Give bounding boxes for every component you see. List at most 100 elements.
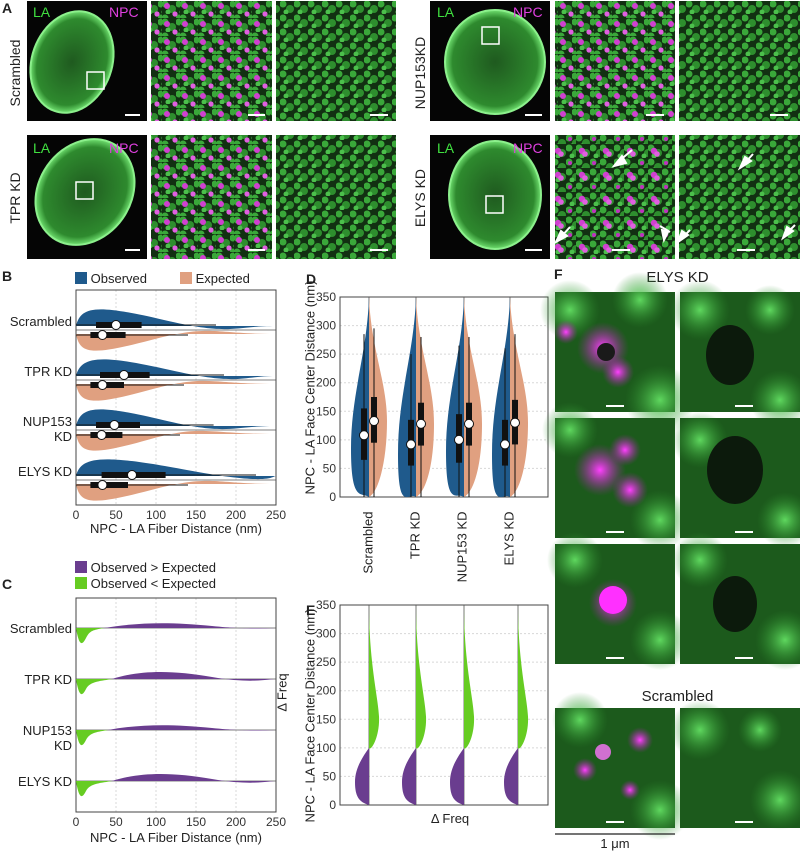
legend-expected-swatch: [180, 272, 192, 284]
panel-label-d: D: [306, 271, 317, 287]
panel-e-plot: 0 50 100 150 200 250 300 350: [316, 598, 549, 812]
panel-b-xlabel: NPC - LA Fiber Distance (nm): [90, 521, 262, 536]
area-observed-less: [76, 628, 104, 644]
violin-expected: [76, 330, 276, 351]
legend-expected-label: Expected: [195, 271, 250, 286]
legend-obs-less-swatch: [75, 577, 87, 589]
x-tick-label: 200: [226, 508, 246, 522]
panel-c-cat-1: TPR KD: [24, 672, 72, 687]
area-observed-less: [464, 605, 475, 749]
median-marker: [97, 480, 108, 490]
x-tick-label: 100: [146, 815, 166, 829]
legend-obs-less-label: Observed < Expected: [90, 576, 217, 591]
median-marker: [406, 439, 416, 450]
panel-c-xlabel: NPC - LA Fiber Distance (nm): [90, 830, 262, 845]
y-tick-label: 300: [316, 319, 336, 333]
area-observed-less: [76, 730, 108, 746]
panel-b-cat-3: ELYS KD: [18, 464, 72, 479]
plot-frame: [75, 289, 277, 506]
panel-label-a: A: [2, 0, 13, 16]
violin-expected: [76, 430, 276, 451]
median-marker: [109, 420, 120, 430]
x-tick-label: 0: [73, 508, 80, 522]
area-observed-less: [369, 605, 380, 749]
y-tick-label: 0: [329, 490, 336, 504]
panel-b-cat-2: NUP153 KD: [22, 414, 72, 444]
legend-observed-label: Observed: [90, 271, 147, 286]
median-marker: [510, 417, 520, 428]
legend-obs-greater: Observed > Expected: [75, 560, 216, 575]
area-observed-greater: [112, 671, 276, 681]
area-observed-greater: [104, 623, 276, 629]
panel-f-scalebar-label: 1 μm: [600, 836, 630, 851]
plot-frame: [339, 296, 549, 498]
median-marker: [369, 416, 379, 426]
panel-label-c: C: [2, 576, 13, 592]
panel-b-plot: 0 50 100 150 200 250: [73, 289, 286, 522]
panel-e-xlabel: Δ Freq: [430, 811, 470, 826]
y-tick-label: 50: [323, 769, 337, 783]
y-tick-label: 250: [316, 655, 336, 669]
npc-tag-3: NPC: [513, 4, 543, 20]
area-observed-greater: [450, 747, 464, 805]
y-tick-label: 50: [323, 461, 337, 475]
y-tick-label: 200: [316, 376, 336, 390]
area-observed-less: [76, 781, 112, 797]
y-tick-label: 150: [316, 404, 336, 418]
x-tick-label: 100: [146, 508, 166, 522]
median-marker: [127, 470, 137, 480]
box: [90, 332, 126, 338]
npc-tag-4: NPC: [513, 140, 543, 156]
y-tick-label: 0: [329, 798, 336, 812]
legend-observed-swatch: [75, 272, 87, 284]
median-marker: [500, 439, 510, 450]
x-tick-label: 150: [186, 508, 206, 522]
x-tick-label: 250: [266, 815, 286, 829]
box: [90, 482, 128, 488]
panel-c-cat-3: ELYS KD: [18, 774, 72, 789]
area-observed-less: [76, 679, 112, 695]
median-marker: [111, 320, 121, 330]
y-tick-label: 200: [316, 684, 336, 698]
panel-d-plot: 0 50 100 150 200 250 300 350: [316, 290, 549, 504]
y-tick-label: 350: [316, 598, 336, 612]
y-tick-label: 250: [316, 347, 336, 361]
panel-label-b: B: [2, 268, 13, 284]
panel-label-f: F: [554, 266, 563, 282]
x-tick-label: 150: [186, 815, 206, 829]
median-marker: [359, 430, 369, 441]
panel-b-cat-1: TPR KD: [24, 364, 72, 379]
y-tick-label: 300: [316, 627, 336, 641]
y-tick-label: 150: [316, 712, 336, 726]
panel-c-plot: 0 50 100 150 200 250: [73, 597, 286, 829]
plot-frame: [339, 604, 549, 806]
la-tag-4: LA: [437, 140, 455, 156]
area-observed-greater: [504, 747, 518, 805]
area-observed-less: [518, 605, 529, 749]
y-tick-label: 100: [316, 741, 336, 755]
legend-obs-greater-label: Observed > Expected: [90, 560, 217, 575]
x-tick-label: 0: [73, 815, 80, 829]
area-observed-greater: [108, 725, 276, 731]
panel-label-e: E: [306, 602, 316, 618]
x-tick-label: 200: [226, 815, 246, 829]
x-tick-label: 50: [109, 815, 123, 829]
violin-expected: [76, 380, 276, 401]
median-marker: [464, 418, 474, 429]
npc-tag-1: NPC: [109, 4, 139, 20]
la-tag-2: LA: [33, 140, 51, 156]
area-observed-less: [416, 605, 427, 749]
x-tick-label: 250: [266, 508, 286, 522]
legend-expected: Expected: [180, 271, 250, 286]
panel-c-cat-0: Scrambled: [9, 621, 72, 636]
x-tick-label: 50: [109, 508, 123, 522]
y-tick-label: 350: [316, 290, 336, 304]
legend-obs-less: Observed < Expected: [75, 576, 216, 591]
median-marker: [97, 330, 108, 340]
area-observed-greater: [355, 747, 369, 805]
la-tag-1: LA: [33, 4, 51, 20]
y-tick-label: 100: [316, 433, 336, 447]
legend-obs-greater-swatch: [75, 561, 87, 573]
median-marker: [119, 370, 129, 380]
